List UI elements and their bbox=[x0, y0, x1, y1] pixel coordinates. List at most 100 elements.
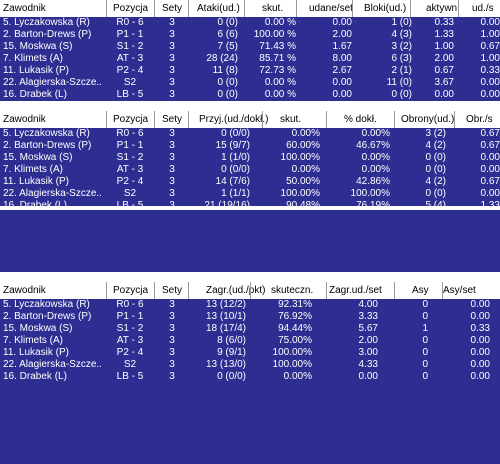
table-cell: 100.00% bbox=[350, 188, 390, 199]
column-header[interactable]: aktywn. bbox=[426, 3, 460, 14]
table-cell: 1.33 bbox=[434, 29, 454, 40]
table-cell: 2.67 bbox=[332, 65, 352, 76]
table-row[interactable]: 2. Barton-Drews (P) P1 - 1 3 13 (10/1) 76.92… bbox=[0, 311, 500, 323]
table-cell: 1.33 bbox=[480, 200, 500, 211]
column-header[interactable]: Ataki(ud.) bbox=[197, 3, 240, 14]
column-separator[interactable] bbox=[188, 111, 189, 128]
column-header[interactable]: skuteczn. bbox=[271, 285, 314, 296]
column-header[interactable]: Zawodnik bbox=[3, 285, 46, 296]
column-header[interactable]: Sety bbox=[162, 285, 183, 296]
table-header: Zawodnik Pozycja Sety Ataki(ud.) skut. udane/… bbox=[0, 0, 500, 17]
table-row[interactable]: 5. Lyczakowska (R) R0 - 6 3 0 (0) 0.00 % 0.00… bbox=[0, 17, 500, 29]
table-row[interactable]: 15. Moskwa (S) S1 - 2 3 18 (17/4) 94.44% 5.67… bbox=[0, 323, 500, 335]
column-separator[interactable] bbox=[154, 111, 155, 128]
column-header[interactable]: ud./s bbox=[472, 3, 494, 14]
table-cell: 3 bbox=[169, 200, 175, 211]
column-header[interactable]: Pozycja bbox=[113, 114, 149, 125]
table-row[interactable]: 22. Alagierska-Szcze... S2 3 13 (13/0) 100.0… bbox=[0, 359, 500, 371]
table-row[interactable]: 16. Drabek (L) LB - 5 3 0 (0/0) 0.00% 0.00 0 0.… bbox=[0, 371, 500, 383]
table-row[interactable]: 11. Lukasik (P) P2 - 4 3 14 (7/6) 50.00% 42.8… bbox=[0, 176, 500, 188]
column-separator[interactable] bbox=[188, 282, 189, 299]
table-cell: 1 (1/0) bbox=[221, 152, 250, 163]
player-name-cell: 22. Alagierska-Szcze... bbox=[3, 188, 101, 199]
table-row[interactable]: 15. Moskwa (S) S1 - 2 3 1 (1/0) 100.00% 0.00%… bbox=[0, 152, 500, 164]
table-row[interactable]: 11. Lukasik (P) P2 - 4 3 11 (8) 72.73 % 2.67 2… bbox=[0, 65, 500, 77]
player-name-cell: 2. Barton-Drews (P) bbox=[3, 311, 92, 322]
table-cell: 2.00 bbox=[358, 335, 378, 346]
column-header[interactable]: skut. bbox=[262, 3, 284, 14]
table-cell: 3 bbox=[169, 323, 175, 334]
column-separator[interactable] bbox=[106, 111, 107, 128]
column-separator[interactable] bbox=[394, 111, 395, 128]
column-separator[interactable] bbox=[394, 282, 395, 299]
table-row[interactable]: 22. Alagierska-Szcze... S2 3 1 (1/1) 100.00%… bbox=[0, 188, 500, 200]
column-separator[interactable] bbox=[154, 282, 155, 299]
column-separator[interactable] bbox=[188, 0, 189, 17]
column-separator[interactable] bbox=[352, 0, 353, 17]
player-name-cell: 16. Drabek (L) bbox=[3, 89, 67, 100]
column-separator[interactable] bbox=[154, 0, 155, 17]
column-separator[interactable] bbox=[454, 111, 455, 128]
table-cell: 100.00% bbox=[280, 188, 320, 199]
table-cell: 7 (5) bbox=[217, 41, 238, 52]
column-header[interactable]: skut. bbox=[280, 114, 302, 125]
table-row[interactable]: 7. Klimets (A) AT - 3 3 8 (6/0) 75.00% 2.00 0 0… bbox=[0, 335, 500, 347]
column-separator[interactable] bbox=[106, 0, 107, 17]
table-row[interactable]: 5. Lyczakowska (R) R0 - 6 3 13 (12/2) 92.31%… bbox=[0, 299, 500, 311]
table-cell: 71.43 % bbox=[259, 41, 296, 52]
table-cell: 2 (1) bbox=[391, 65, 412, 76]
table-cell: 5.67 bbox=[358, 323, 378, 334]
column-separator[interactable] bbox=[296, 0, 297, 17]
table-cell: 8 (6/0) bbox=[217, 335, 246, 346]
column-separator[interactable] bbox=[106, 282, 107, 299]
table-cell: 0 bbox=[422, 359, 428, 370]
column-header[interactable]: Obrony(ud.) bbox=[401, 114, 455, 125]
table-cell: 0 (0) bbox=[391, 89, 412, 100]
column-separator[interactable] bbox=[442, 282, 443, 299]
column-separator[interactable] bbox=[458, 0, 459, 17]
column-header[interactable]: Asy/set bbox=[443, 285, 476, 296]
column-separator[interactable] bbox=[326, 282, 327, 299]
column-header[interactable]: Bloki(ud.) bbox=[364, 3, 407, 14]
table-row[interactable]: 11. Lukasik (P) P2 - 4 3 9 (9/1) 100.00% 3.00… bbox=[0, 347, 500, 359]
column-separator[interactable] bbox=[410, 0, 411, 17]
player-name-cell: 5. Lyczakowska (R) bbox=[3, 128, 90, 139]
table-cell: 76.19% bbox=[356, 200, 390, 211]
column-header[interactable]: Pozycja bbox=[113, 285, 149, 296]
table-cell: 0 bbox=[422, 371, 428, 382]
column-header[interactable]: Pozycja bbox=[113, 3, 149, 14]
table-cell: 92.31% bbox=[278, 299, 312, 310]
table-row[interactable]: 7. Klimets (A) AT - 3 3 28 (24) 85.71 % 8.00 6… bbox=[0, 53, 500, 65]
table-row[interactable]: 15. Moskwa (S) S1 - 2 3 7 (5) 71.43 % 1.67 3 (… bbox=[0, 41, 500, 53]
table-cell: 21 (19/16) bbox=[204, 200, 250, 211]
table-row[interactable]: 5. Lyczakowska (R) R0 - 6 3 0 (0/0) 0.00% 0.0… bbox=[0, 128, 500, 140]
column-header[interactable]: Obr./s bbox=[466, 114, 493, 125]
column-separator[interactable] bbox=[250, 282, 251, 299]
table-cell: 0.00 % bbox=[264, 17, 296, 28]
column-header[interactable]: udane/set bbox=[309, 3, 353, 14]
table-row[interactable]: 16. Drabek (L) LB - 5 3 21 (19/16) 90.48% 76.… bbox=[0, 200, 500, 212]
column-separator[interactable] bbox=[244, 0, 245, 17]
table-row[interactable]: 2. Barton-Drews (P) P1 - 1 3 6 (6) 100.00 % 2… bbox=[0, 29, 500, 41]
table-cell: 3 bbox=[169, 311, 175, 322]
table-cell: 3 bbox=[169, 359, 175, 370]
column-header[interactable]: % dokł. bbox=[344, 114, 377, 125]
table-cell: 1.00 bbox=[480, 53, 500, 64]
table-row[interactable]: 2. Barton-Drews (P) P1 - 1 3 15 (9/7) 60.00%… bbox=[0, 140, 500, 152]
column-header[interactable]: Asy bbox=[412, 285, 429, 296]
column-separator[interactable] bbox=[262, 111, 263, 128]
column-header[interactable]: Zawodnik bbox=[3, 3, 46, 14]
table-row[interactable]: 7. Klimets (A) AT - 3 3 0 (0/0) 0.00% 0.00% 0 … bbox=[0, 164, 500, 176]
column-header[interactable]: Zagr.ud./set bbox=[329, 285, 382, 296]
column-header[interactable]: Przyj.(ud./dokł.) bbox=[199, 114, 269, 125]
table-cell: AT - 3 bbox=[116, 335, 144, 346]
column-header[interactable]: Zawodnik bbox=[3, 114, 46, 125]
table-cell: 6 (6) bbox=[217, 29, 238, 40]
table-row[interactable]: 16. Drabek (L) LB - 5 3 0 (0) 0.00 % 0.00 0 (0… bbox=[0, 89, 500, 101]
column-separator[interactable] bbox=[326, 111, 327, 128]
table-row[interactable]: 22. Alagierska-Szcze... S2 3 0 (0) 0.00 % 0.0… bbox=[0, 77, 500, 89]
player-name-cell: 5. Lyczakowska (R) bbox=[3, 299, 90, 310]
column-header[interactable]: Zagr.(ud./pkt) bbox=[206, 285, 266, 296]
column-header[interactable]: Sety bbox=[162, 114, 183, 125]
column-header[interactable]: Sety bbox=[162, 3, 183, 14]
